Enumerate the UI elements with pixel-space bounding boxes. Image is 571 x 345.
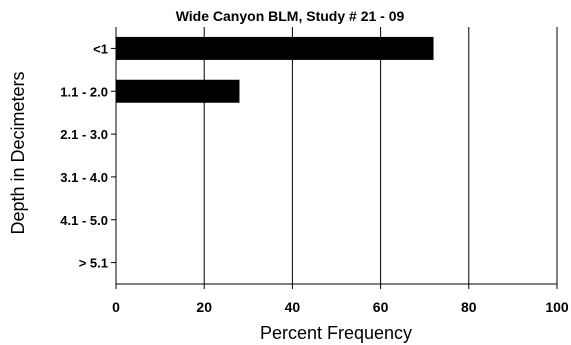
- gridlines: [203, 27, 558, 284]
- x-tick-label-0: 0: [112, 299, 120, 315]
- bar-0: [116, 36, 434, 60]
- category-labels: <1 1.1 - 2.0 2.1 - 3.0 3.1 - 4.0 4.1 - 5.0 > …: [60, 41, 108, 270]
- x-tick-label-80: 80: [461, 299, 477, 315]
- category-label-0: <1: [93, 41, 108, 56]
- y-axis-title: Depth in Decimeters: [8, 71, 28, 234]
- category-label-2: 2.1 - 3.0: [60, 127, 108, 142]
- x-tick-labels: 0 20 40 60 80 100: [112, 299, 569, 315]
- bars: [116, 36, 434, 103]
- x-tick-label-40: 40: [285, 299, 301, 315]
- category-label-4: 4.1 - 5.0: [60, 213, 108, 228]
- category-label-1: 1.1 - 2.0: [60, 84, 108, 99]
- x-tick-label-100: 100: [545, 299, 569, 315]
- bar-1: [116, 79, 240, 103]
- category-label-5: > 5.1: [79, 256, 108, 271]
- x-axis-title: Percent Frequency: [260, 323, 412, 343]
- axes: [111, 27, 558, 289]
- chart-title: Wide Canyon BLM, Study # 21 - 09: [176, 8, 405, 24]
- category-label-3: 3.1 - 4.0: [60, 170, 108, 185]
- x-tick-label-60: 60: [373, 299, 389, 315]
- x-tick-label-20: 20: [196, 299, 212, 315]
